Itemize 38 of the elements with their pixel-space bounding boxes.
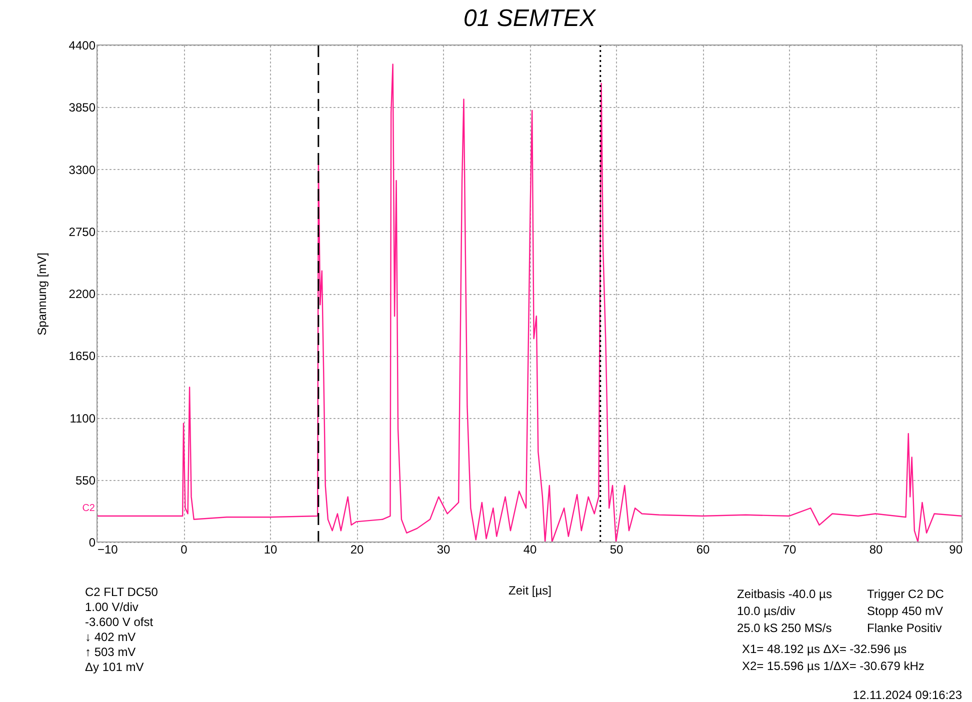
text: Δy 101 mV (85, 660, 144, 674)
text: 12.11.2024 09:16:23 (852, 688, 962, 702)
x-tick-label: −10 (98, 542, 118, 556)
x-tick-label: 50 (610, 542, 624, 556)
x-tick-label: 30 (436, 542, 450, 556)
x-tick-label: 10 (264, 542, 278, 556)
x-tick-label: 70 (782, 542, 796, 556)
text: 1.00 V/div (85, 600, 138, 614)
chart-title: 01 SEMTEX (463, 5, 597, 32)
text: Stopp 450 mV (867, 604, 944, 618)
text: X2= 15.596 µs 1/ΔX= -30.679 kHz (742, 659, 924, 673)
annotation: C2 (82, 503, 96, 514)
y-tick-label: 3850 (68, 100, 96, 115)
y-axis-title: Spannung [mV] (34, 252, 49, 336)
text: Flanke Positiv (867, 621, 942, 635)
text: ↑ 503 mV (85, 645, 136, 659)
x-axis-title: Zeit [µs] (508, 584, 552, 598)
text: X1= 48.192 µs ΔX= -32.596 µs (742, 642, 907, 656)
y-tick-label: 2200 (68, 287, 96, 301)
text: 25.0 kS 250 MS/s (737, 621, 832, 635)
y-tick-label: 1650 (68, 349, 96, 364)
y-tick-label: 550 (75, 473, 96, 488)
text: ↓ 402 mV (85, 630, 136, 644)
y-tick-label: 2750 (68, 224, 96, 239)
y-tick-label: 1100 (70, 411, 96, 426)
text: Zeitbasis -40.0 µs (737, 587, 832, 601)
text: C2 FLT DC50 (85, 585, 158, 599)
text: -3.600 V ofst (85, 615, 154, 629)
y-tick-label: 4400 (68, 38, 96, 52)
x-tick-label: 90 (949, 542, 963, 556)
x-tick-label: 0 (180, 542, 188, 556)
x-tick-label: 60 (696, 542, 710, 556)
text: Trigger C2 DC (867, 587, 944, 601)
y-tick-label: 3300 (68, 162, 96, 177)
x-tick-label: 20 (350, 542, 364, 556)
x-tick-label: 80 (869, 542, 883, 556)
x-tick-label: 40 (523, 542, 537, 556)
text: 10.0 µs/div (737, 604, 796, 618)
